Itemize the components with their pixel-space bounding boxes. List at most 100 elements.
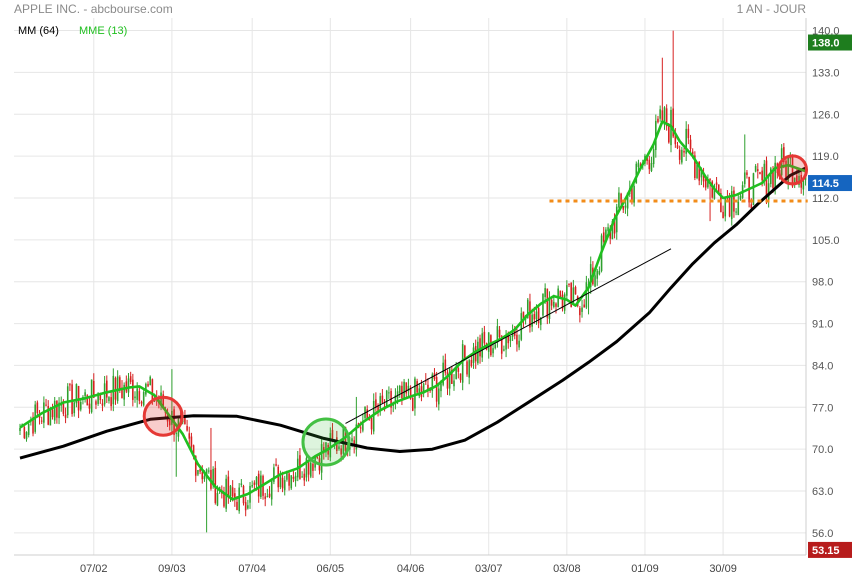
y-tick-label: 63.0: [812, 486, 833, 498]
candle-body: [49, 409, 52, 426]
candle-body: [119, 377, 121, 391]
x-tick-label: 04/06: [397, 563, 425, 575]
candle-body: [19, 427, 21, 431]
candle-body: [422, 383, 425, 394]
candle-body: [668, 124, 670, 143]
candle-body: [609, 230, 612, 239]
candle-body: [362, 420, 364, 431]
candle-body: [553, 301, 555, 307]
candle-body: [505, 336, 507, 350]
candle-body: [401, 385, 403, 399]
candle-body: [533, 314, 536, 320]
candle-body: [613, 218, 616, 234]
candle-body: [622, 206, 625, 210]
candle-body: [494, 344, 497, 349]
candle-body: [40, 420, 43, 422]
candle-body: [420, 386, 423, 397]
candle-body: [728, 197, 731, 217]
candle-body: [583, 304, 585, 308]
candle-body: [368, 419, 371, 421]
candle-body: [149, 376, 151, 385]
candle-body: [268, 493, 271, 497]
candle-body: [101, 403, 104, 406]
candle-body: [568, 283, 570, 285]
candle-body: [329, 433, 332, 458]
candle-body: [544, 288, 546, 298]
candle-body: [132, 379, 134, 400]
candle-body: [470, 359, 473, 367]
candle-body: [58, 402, 60, 419]
candle-body: [32, 417, 34, 434]
sell-signal-circle: [142, 395, 184, 437]
candle-body: [253, 482, 256, 485]
candle-body: [136, 388, 138, 400]
candle-body: [435, 377, 438, 402]
candle-body: [724, 198, 727, 217]
candle-body: [292, 476, 295, 479]
candle-body: [47, 406, 50, 425]
candle-body: [162, 394, 165, 410]
candle-body: [468, 360, 470, 378]
candle-body: [561, 294, 564, 309]
candle-body: [188, 433, 191, 439]
candle-body: [520, 313, 523, 340]
candle-body: [487, 332, 490, 352]
candle-body: [21, 424, 23, 426]
candle-body: [388, 392, 390, 394]
candle-body: [698, 161, 701, 181]
x-tick-label: 09/03: [158, 563, 186, 575]
candle-body: [114, 377, 117, 400]
candle-body: [615, 206, 618, 233]
x-tick-label: 03/08: [553, 563, 581, 575]
candle-body: [192, 445, 195, 454]
candle-body: [678, 149, 681, 160]
candle-body: [279, 474, 282, 487]
candle-body: [316, 456, 319, 458]
candle-body: [563, 294, 566, 311]
ma64-line: [19, 166, 807, 460]
candle-body: [320, 444, 323, 473]
candle-body: [338, 446, 340, 449]
candle-body: [707, 179, 709, 188]
candle-body: [381, 395, 384, 403]
candle-body: [207, 470, 210, 472]
candle-body: [598, 270, 601, 275]
candle-body: [633, 186, 635, 203]
high-price-badge-label: 138.0: [812, 38, 840, 50]
candle-body: [442, 362, 444, 385]
candle-body: [759, 172, 761, 174]
candle-body: [566, 285, 568, 296]
candle-body: [657, 118, 659, 123]
low-price-badge-bg: [808, 541, 852, 558]
candle-body: [175, 433, 178, 435]
last-price-badge-bg: [808, 175, 852, 192]
candle-body: [513, 327, 516, 336]
candle-body: [405, 382, 408, 394]
candle-body: [444, 359, 447, 373]
candle-body: [687, 128, 690, 139]
candle-body: [694, 155, 696, 179]
candle-body: [229, 485, 232, 497]
candle-body: [548, 297, 551, 319]
candle-body: [227, 476, 230, 498]
period-label: 1 AN - JOUR: [737, 2, 807, 16]
candle-body: [27, 423, 30, 435]
last-price-badge: 114.5: [808, 175, 852, 192]
candle-body: [212, 469, 214, 486]
candle-body: [88, 403, 91, 409]
candle-body: [431, 374, 434, 391]
candle-body: [223, 493, 225, 507]
low-price-badge-label: 53.15: [812, 545, 840, 557]
candle-body: [500, 336, 503, 354]
candle-body: [626, 192, 629, 209]
candle-body: [398, 386, 401, 394]
candle-body: [95, 401, 97, 405]
candle-body: [709, 178, 711, 181]
candle-body: [743, 172, 746, 185]
chart-annotations: [142, 154, 809, 467]
candle-body: [555, 303, 557, 307]
candle-body: [704, 178, 707, 188]
candle-body: [611, 221, 614, 240]
candle-body: [375, 399, 377, 408]
